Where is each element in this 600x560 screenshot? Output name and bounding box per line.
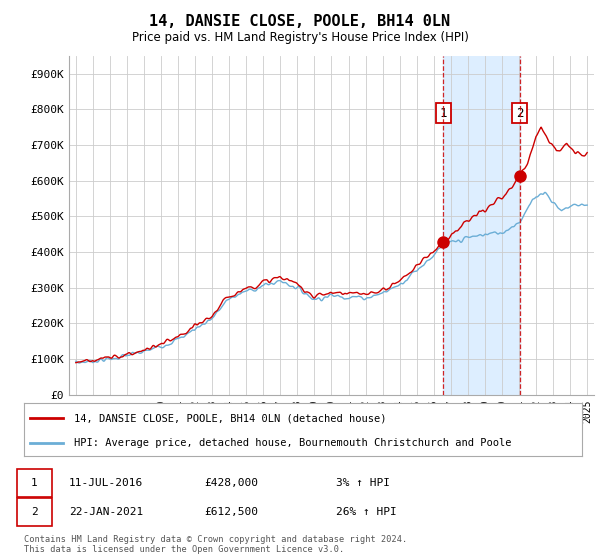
Text: 14, DANSIE CLOSE, POOLE, BH14 0LN: 14, DANSIE CLOSE, POOLE, BH14 0LN bbox=[149, 14, 451, 29]
Text: Price paid vs. HM Land Registry's House Price Index (HPI): Price paid vs. HM Land Registry's House … bbox=[131, 31, 469, 44]
Text: 2: 2 bbox=[31, 507, 38, 517]
Text: 14, DANSIE CLOSE, POOLE, BH14 0LN (detached house): 14, DANSIE CLOSE, POOLE, BH14 0LN (detac… bbox=[74, 413, 387, 423]
Text: £428,000: £428,000 bbox=[204, 478, 258, 488]
Text: HPI: Average price, detached house, Bournemouth Christchurch and Poole: HPI: Average price, detached house, Bour… bbox=[74, 438, 512, 448]
Text: 26% ↑ HPI: 26% ↑ HPI bbox=[336, 507, 397, 517]
Text: 3% ↑ HPI: 3% ↑ HPI bbox=[336, 478, 390, 488]
Text: 11-JUL-2016: 11-JUL-2016 bbox=[69, 478, 143, 488]
Text: 1: 1 bbox=[31, 478, 38, 488]
Text: £612,500: £612,500 bbox=[204, 507, 258, 517]
Bar bbox=[443, 56, 520, 395]
Text: 22-JAN-2021: 22-JAN-2021 bbox=[69, 507, 143, 517]
Text: Contains HM Land Registry data © Crown copyright and database right 2024.
This d: Contains HM Land Registry data © Crown c… bbox=[24, 535, 407, 554]
Text: 2: 2 bbox=[516, 106, 523, 120]
Text: 1: 1 bbox=[439, 106, 447, 120]
